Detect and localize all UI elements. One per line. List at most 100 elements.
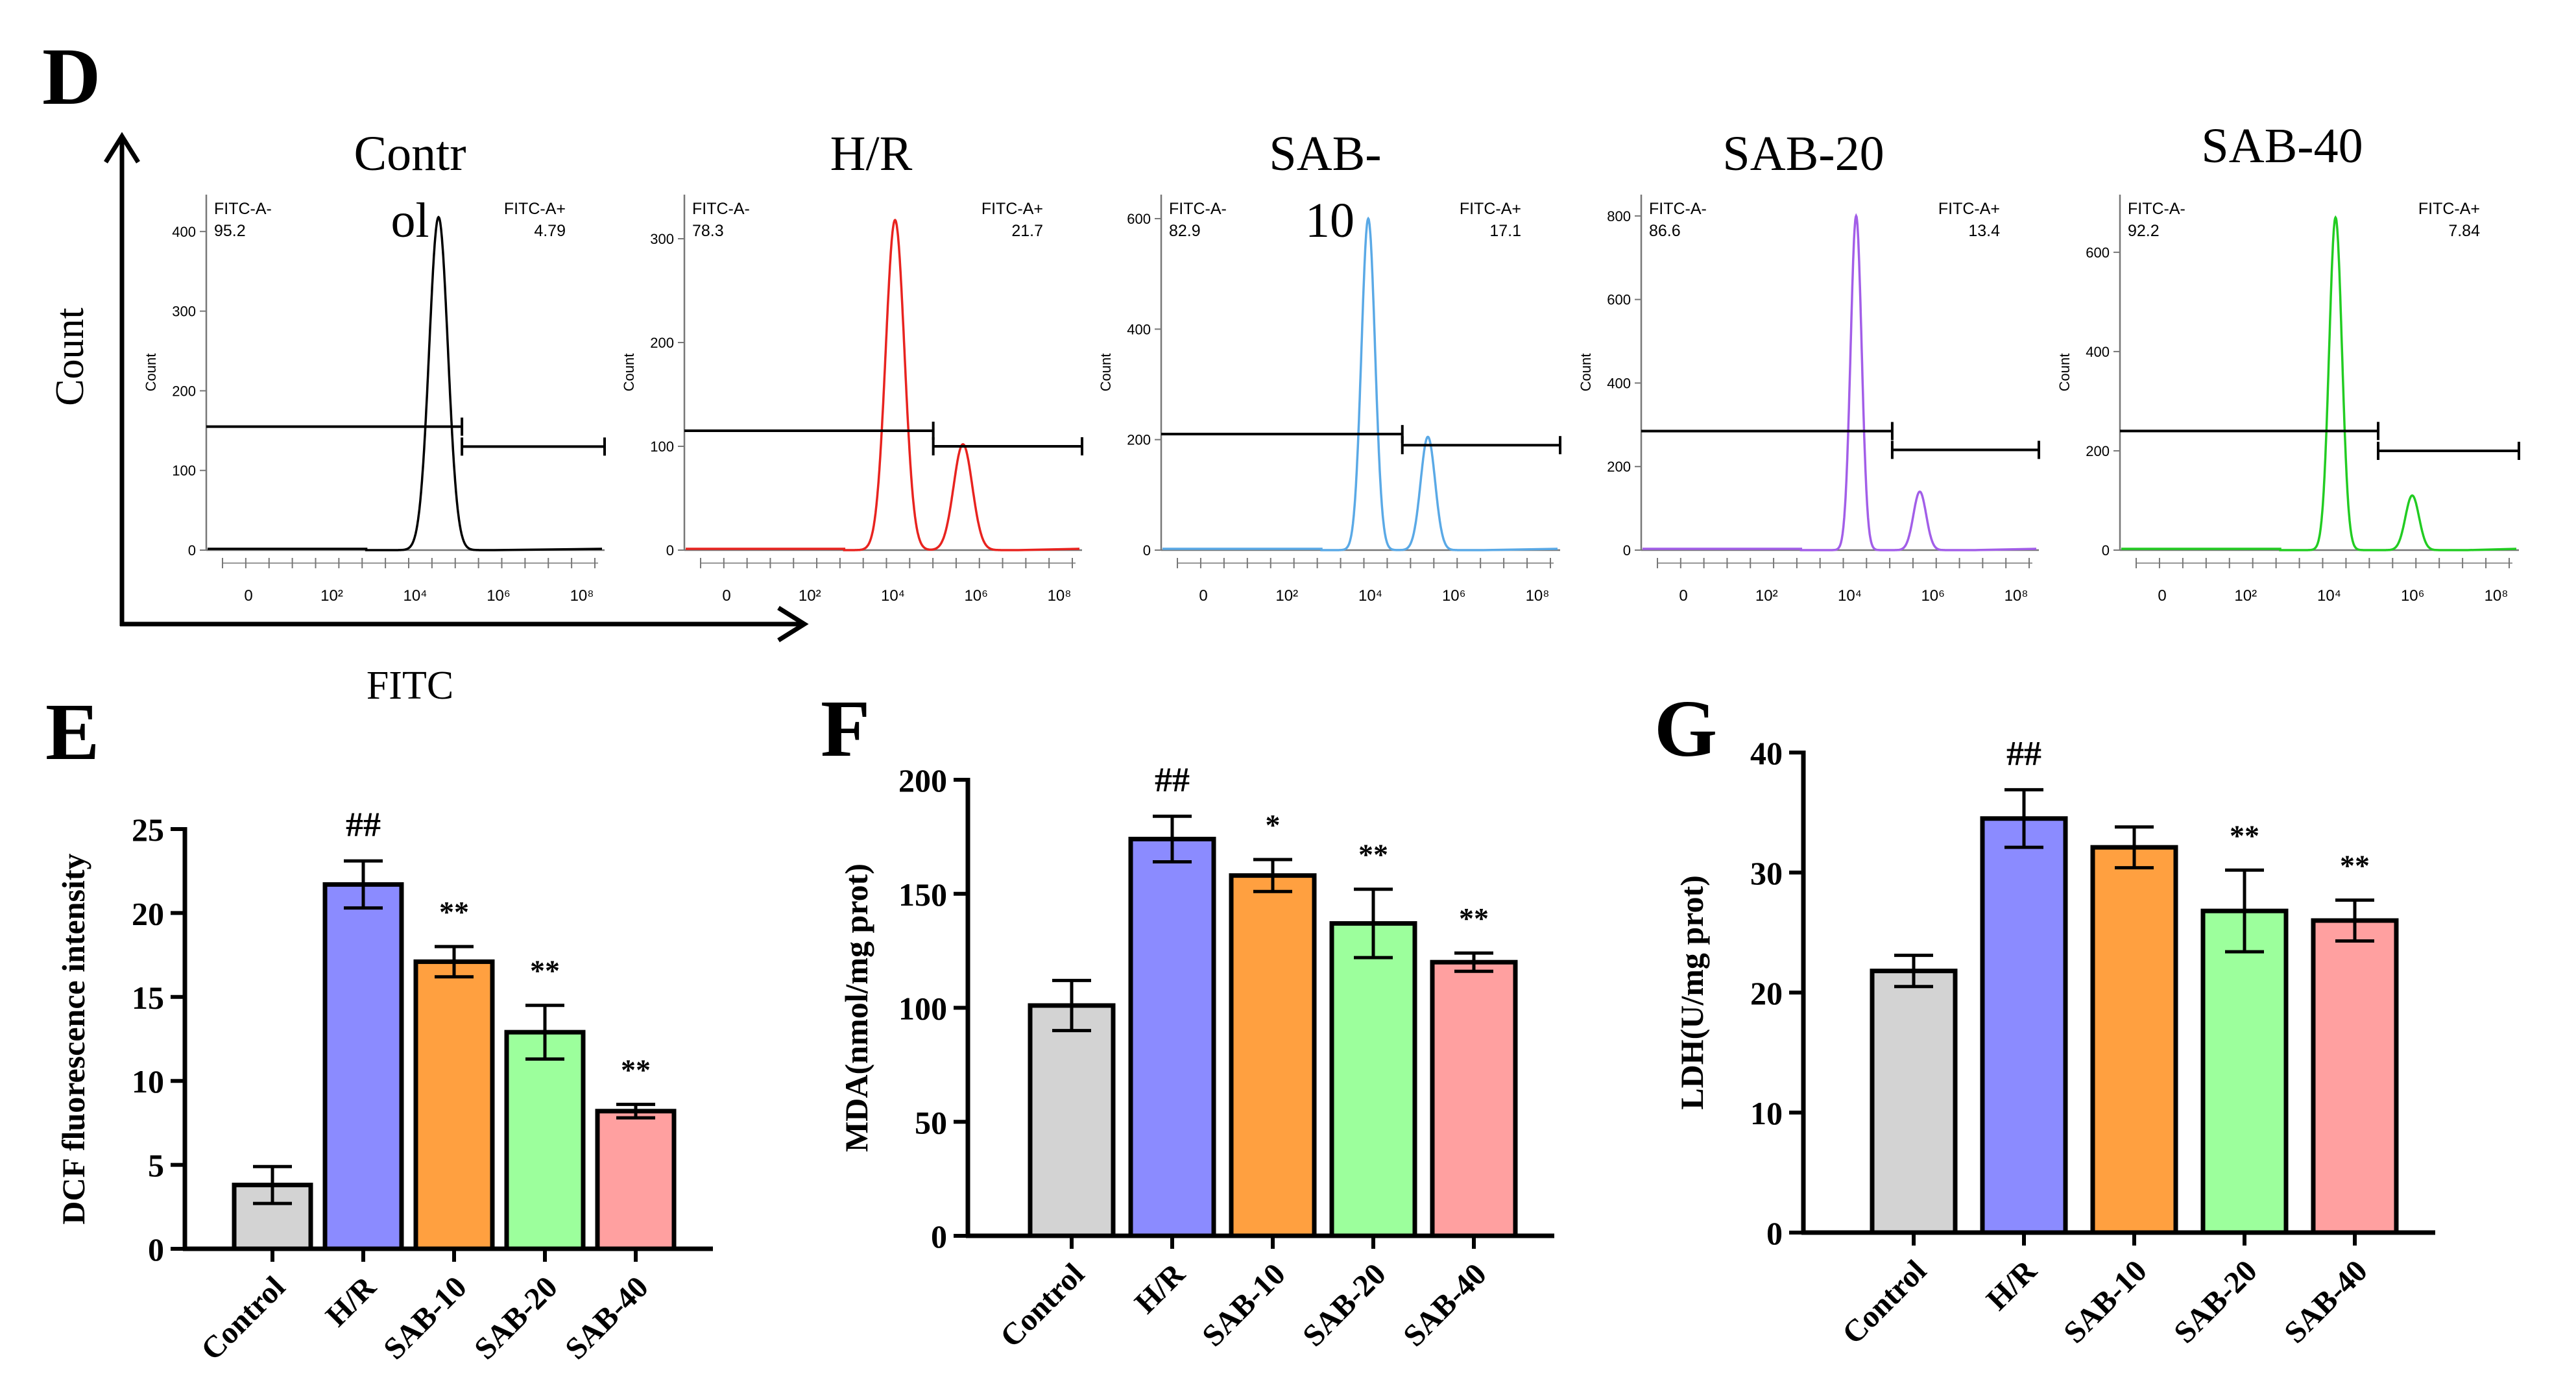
bar-y-tick-label: 40: [1750, 735, 1783, 771]
flow-histogram-curve: [1162, 216, 1558, 551]
flow-y-tick-label: 200: [1607, 459, 1631, 475]
significance-label: *: [1266, 808, 1281, 841]
significance-label: **: [530, 954, 560, 987]
bar-y-tick-label: 150: [898, 876, 947, 913]
significance-label: **: [621, 1053, 651, 1086]
flow-x-tick-label: 0: [244, 587, 252, 605]
gate-right-label: FITC-A+: [1938, 200, 2000, 218]
significance-label: **: [439, 895, 469, 928]
panel-d-y-arrow-head: [104, 132, 140, 163]
flow-y-tick-label: 0: [666, 542, 674, 559]
bar-x-tick-label: SAB-10: [377, 1270, 474, 1366]
significance-label: **: [1459, 902, 1489, 935]
bar-y-tick-label: 10: [132, 1063, 164, 1100]
flow-x-tick-label: 10⁶: [487, 587, 511, 605]
flow-x-tick-label: 10⁸: [570, 587, 594, 605]
flow-y-tick-label: 600: [2086, 245, 2110, 261]
bar-x-tick-label: SAB-40: [1397, 1257, 1493, 1353]
bar-y-tick-label: 25: [132, 812, 164, 848]
bar-y-tick-label: 20: [132, 895, 164, 932]
flow-y-tick-label: 200: [1127, 432, 1151, 448]
flow-x-tick-label: 10⁶: [1921, 587, 1945, 605]
bar-h-r: [322, 882, 404, 1251]
flow-x-tick-label: 10⁶: [964, 587, 988, 605]
flow-y-label: Count: [621, 354, 637, 392]
flow-x-tick-label: 0: [722, 587, 730, 605]
bar-y-label: DCF fluorescence intensity: [55, 853, 91, 1224]
flow-y-tick-label: 0: [1623, 542, 1631, 559]
flow-y-tick-label: 0: [1143, 542, 1151, 559]
bar-x-tick-label: SAB-10: [2057, 1253, 2154, 1350]
flow-x-tick-label: 10²: [2234, 587, 2257, 605]
flow-x-tick-label: 10⁴: [881, 587, 905, 605]
bar-x-tick-label: Control: [195, 1270, 292, 1367]
flow-y-tick-label: 300: [650, 231, 674, 247]
flow-y-tick-label: 200: [2086, 443, 2110, 459]
bar-sab-10: [1229, 873, 1317, 1238]
flow-y-tick-label: 400: [1127, 321, 1151, 337]
bar-x-tick-label: SAB-40: [559, 1270, 655, 1366]
flow-y-label: Count: [143, 354, 159, 392]
bar-y-tick-label: 100: [898, 991, 947, 1027]
flow-y-tick-label: 100: [172, 463, 196, 479]
significance-label: **: [1358, 838, 1388, 871]
bar-h-r: [1128, 836, 1216, 1238]
bar-sab-20: [504, 1030, 586, 1251]
gate-left-label: FITC-A-: [1649, 200, 1707, 218]
bar-chart-f: 0 50 100 150 200 MDA(nmol/mg prot) Control ## H/…: [838, 760, 1554, 1354]
gate-right-label: FITC-A+: [981, 200, 1043, 218]
bar-y-label: LDH(U/mg prot): [1674, 875, 1710, 1110]
flow-x-tick-label: 10²: [1275, 587, 1298, 605]
bar-y-tick-label: 200: [898, 762, 947, 799]
significance-label: **: [2230, 819, 2259, 852]
gate-right-label: FITC-A+: [1460, 200, 1521, 218]
flow-histogram-1: Contr ol 0 100 200 300 400 Count 0 10² 10⁴ 10⁶ 10⁸ FI…: [143, 127, 606, 605]
flow-y-tick-label: 400: [1607, 375, 1631, 391]
gate-left-label: FITC-A-: [692, 200, 750, 218]
panel-f-letter: F: [821, 684, 870, 774]
gate-right-value: 21.7: [1011, 222, 1043, 240]
bar-y-tick-label: 5: [148, 1148, 164, 1184]
bar-x-tick-label: Control: [994, 1257, 1091, 1354]
flow-histogram-curve: [208, 215, 603, 551]
gate-left-label: FITC-A-: [1169, 200, 1227, 218]
bar-h-r: [1980, 816, 2068, 1235]
flow-title: SAB-: [1269, 127, 1381, 181]
bar-x-tick-label: SAB-20: [468, 1270, 564, 1366]
bar-y-tick-label: 10: [1750, 1095, 1783, 1131]
bar-charts: 0 5 10 15 20 25 DCF fluorescence intensity Cont…: [55, 734, 2435, 1367]
panel-d-letter: D: [42, 32, 101, 122]
significance-label: ##: [2006, 734, 2041, 773]
bar-y-tick-label: 0: [148, 1231, 164, 1268]
flow-x-tick-label: 10⁶: [2401, 587, 2425, 605]
gate-left-value: 95.2: [214, 222, 246, 240]
bar-chart-e: 0 5 10 15 20 25 DCF fluorescence intensity Cont…: [55, 805, 713, 1367]
flow-y-tick-label: 400: [2086, 344, 2110, 360]
flow-y-tick-label: 100: [650, 439, 674, 455]
flow-histogram-curve: [1643, 213, 2037, 551]
flow-histogram-5: SAB-40 0 200 400 600 Count 0 10² 10⁴ 10⁶ 10⁸ FITC-A…: [2056, 119, 2520, 605]
gate-left-value: 86.6: [1649, 222, 1681, 240]
bar-sab-20: [2200, 908, 2289, 1235]
flow-y-tick-label: 300: [172, 304, 196, 320]
flow-title: SAB-20: [1722, 127, 1884, 181]
flow-x-tick-label: 10⁶: [1442, 587, 1466, 605]
flow-title-line2: ol: [391, 193, 429, 248]
flow-x-tick-label: 10²: [1755, 587, 1778, 605]
flow-histogram-curve: [686, 218, 1080, 551]
flow-histogram-curve: [2121, 215, 2517, 551]
bar-x-tick-label: SAB-40: [2278, 1253, 2374, 1350]
flow-title: SAB-40: [2201, 119, 2363, 173]
gate-left-value: 82.9: [1169, 222, 1201, 240]
flow-y-label: Count: [2056, 354, 2073, 392]
panel-d-x-arrow-head: [777, 606, 809, 642]
bar-x-tick-label: H/R: [1980, 1253, 2044, 1317]
bar-x-tick-label: SAB-20: [1296, 1257, 1393, 1353]
bar-x-tick-label: H/R: [319, 1269, 383, 1333]
flow-title-line2: 10: [1305, 193, 1354, 248]
flow-y-label: Count: [1098, 354, 1114, 392]
flow-y-tick-label: 200: [650, 335, 674, 351]
